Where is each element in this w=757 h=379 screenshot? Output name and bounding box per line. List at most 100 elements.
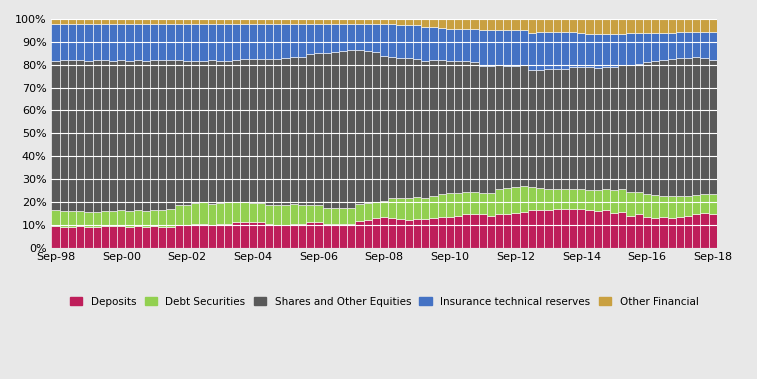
Bar — [60, 23, 68, 60]
Bar — [191, 61, 199, 203]
Bar — [470, 215, 478, 247]
Bar — [306, 23, 314, 55]
Bar — [126, 19, 134, 23]
Bar — [282, 19, 290, 23]
Bar — [216, 23, 224, 61]
Bar — [692, 215, 700, 247]
Bar — [512, 66, 520, 187]
Bar — [207, 204, 216, 225]
Bar — [331, 52, 339, 208]
Bar — [363, 220, 372, 247]
Bar — [347, 19, 356, 23]
Bar — [339, 23, 347, 51]
Bar — [413, 197, 421, 219]
Bar — [446, 19, 454, 29]
Bar — [692, 57, 700, 195]
Bar — [380, 19, 388, 23]
Bar — [241, 222, 248, 247]
Bar — [68, 23, 76, 60]
Bar — [363, 203, 372, 220]
Bar — [224, 61, 232, 202]
Bar — [290, 23, 298, 57]
Bar — [158, 19, 167, 23]
Bar — [700, 19, 709, 31]
Bar — [528, 19, 536, 33]
Bar — [676, 217, 684, 247]
Bar — [306, 19, 314, 23]
Bar — [709, 215, 717, 247]
Bar — [363, 51, 372, 203]
Bar — [618, 65, 627, 189]
Bar — [544, 189, 553, 210]
Bar — [684, 19, 692, 31]
Bar — [593, 68, 602, 190]
Bar — [463, 29, 470, 61]
Bar — [463, 215, 470, 247]
Bar — [495, 65, 503, 189]
Bar — [273, 59, 282, 205]
Bar — [503, 66, 512, 188]
Bar — [356, 50, 363, 204]
Bar — [363, 23, 372, 51]
Bar — [602, 34, 610, 67]
Bar — [536, 70, 544, 188]
Bar — [347, 23, 356, 50]
Bar — [553, 209, 561, 247]
Bar — [306, 205, 314, 222]
Bar — [76, 19, 84, 23]
Bar — [347, 224, 356, 247]
Bar — [577, 19, 585, 33]
Bar — [282, 58, 290, 205]
Bar — [421, 199, 429, 219]
Bar — [602, 19, 610, 34]
Bar — [520, 212, 528, 247]
Bar — [544, 210, 553, 247]
Bar — [593, 19, 602, 34]
Bar — [478, 66, 487, 193]
Bar — [569, 67, 577, 189]
Bar — [142, 19, 150, 23]
Bar — [158, 227, 167, 247]
Bar — [610, 213, 618, 247]
Bar — [207, 60, 216, 204]
Bar — [158, 23, 167, 60]
Bar — [429, 60, 438, 196]
Bar — [356, 221, 363, 247]
Bar — [117, 19, 126, 23]
Bar — [257, 203, 265, 222]
Bar — [175, 19, 183, 23]
Bar — [528, 210, 536, 247]
Bar — [356, 204, 363, 221]
Bar — [241, 23, 248, 59]
Bar — [265, 23, 273, 59]
Bar — [290, 204, 298, 224]
Bar — [454, 19, 463, 29]
Bar — [158, 210, 167, 227]
Bar — [676, 19, 684, 31]
Bar — [241, 202, 248, 222]
Bar — [298, 224, 306, 247]
Bar — [463, 19, 470, 29]
Bar — [183, 23, 191, 61]
Bar — [331, 23, 339, 52]
Bar — [273, 225, 282, 247]
Bar — [478, 215, 487, 247]
Bar — [126, 227, 134, 247]
Bar — [68, 19, 76, 23]
Bar — [150, 19, 158, 23]
Bar — [512, 187, 520, 213]
Bar — [397, 219, 405, 247]
Bar — [553, 189, 561, 209]
Bar — [117, 210, 126, 226]
Bar — [158, 60, 167, 210]
Bar — [142, 23, 150, 61]
Bar — [380, 23, 388, 56]
Bar — [438, 217, 446, 247]
Bar — [134, 60, 142, 210]
Bar — [84, 61, 92, 212]
Bar — [388, 19, 397, 23]
Bar — [109, 61, 117, 211]
Bar — [413, 219, 421, 247]
Bar — [413, 19, 421, 25]
Bar — [643, 63, 651, 194]
